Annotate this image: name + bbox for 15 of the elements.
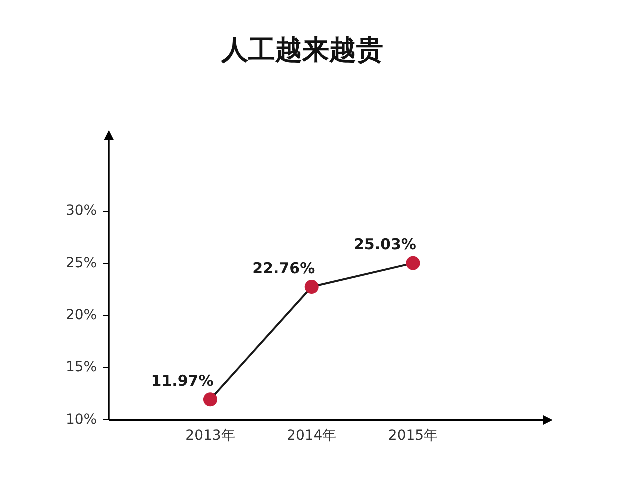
y-tick-label: 25% — [66, 255, 98, 272]
data-label: 22.76% — [252, 259, 316, 278]
data-label: 25.03% — [354, 236, 416, 254]
y-tick-label: 15% — [66, 360, 98, 376]
data-label: 11.97% — [151, 372, 214, 390]
y-tick-label: 20% — [66, 307, 98, 324]
y-tick-label: 10% — [66, 412, 98, 428]
point — [203, 392, 218, 407]
y-tick-label: 30% — [66, 203, 98, 220]
chart-title: 人工越来越贵 — [220, 35, 384, 66]
x-tick-label: 2014年 — [287, 428, 337, 444]
x-tick-label: 2013年 — [186, 428, 236, 444]
x-tick-label: 2015年 — [388, 428, 438, 444]
point — [406, 256, 420, 270]
point — [304, 280, 319, 294]
